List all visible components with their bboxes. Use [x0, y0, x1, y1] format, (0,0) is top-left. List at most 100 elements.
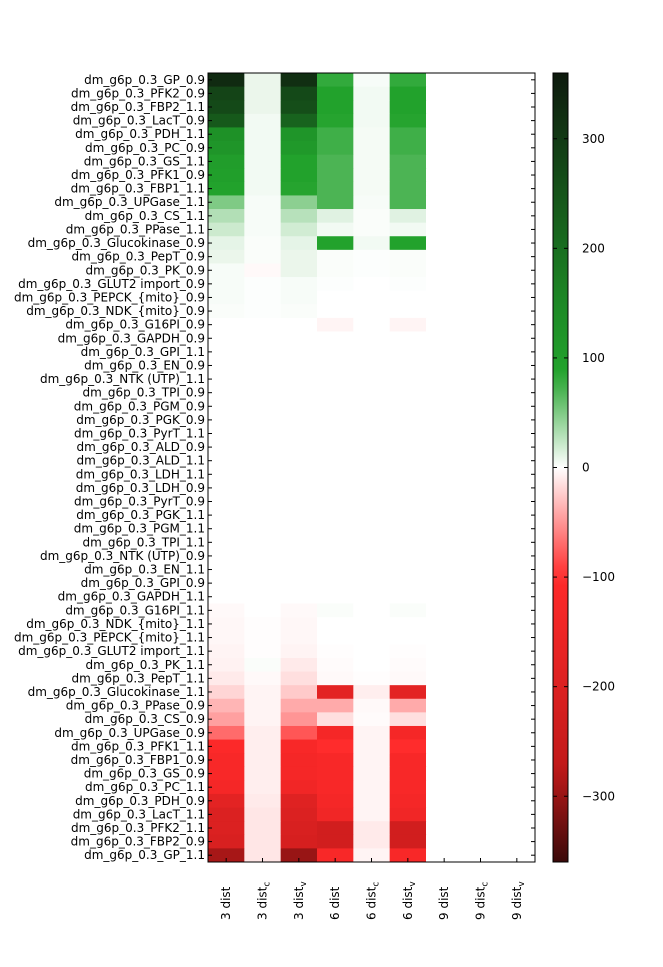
heatmap-cell: [389, 168, 427, 183]
heatmap-cell: [317, 249, 354, 264]
heatmap-cell: [208, 807, 245, 822]
heatmap-cell: [280, 426, 318, 441]
heatmap-cell: [280, 685, 318, 700]
heatmap-cell: [317, 766, 354, 781]
heatmap-cell: [426, 467, 463, 482]
heatmap-cell: [353, 685, 391, 700]
row-label: dm_g6p_0.3_PFK1_0.9: [71, 168, 205, 182]
colorbar: −300 −200 −100 0 100 200 300: [552, 72, 615, 863]
heatmap-cell: [498, 73, 536, 87]
heatmap-cell: [426, 576, 463, 591]
row-label: dm_g6p_0.3_PepT_0.9: [72, 250, 205, 264]
heatmap-cell: [317, 385, 354, 400]
row-label: dm_g6p_0.3_NTK (UTP)_1.1: [40, 372, 205, 386]
heatmap-cell: [353, 127, 391, 142]
heatmap-cell: [426, 331, 463, 346]
heatmap-cell: [426, 345, 463, 360]
row-label: dm_g6p_0.3_PC_0.9: [85, 141, 205, 155]
heatmap-cell: [462, 426, 500, 441]
heatmap-cell: [389, 195, 427, 210]
heatmap-cell: [462, 222, 500, 237]
heatmap-cell: [389, 141, 427, 156]
heatmap-cell: [353, 358, 391, 373]
heatmap-cell: [317, 467, 354, 482]
row-label: dm_g6p_0.3_Glucokinase_1.1: [28, 685, 205, 699]
heatmap-cell: [244, 780, 282, 795]
row-label: dm_g6p_0.3_UPGase_1.1: [54, 195, 205, 209]
heatmap-cell: [208, 725, 245, 740]
heatmap-cell: [208, 154, 245, 169]
heatmap-cell: [498, 657, 536, 672]
heatmap-cell: [280, 617, 318, 632]
heatmap-cell: [317, 372, 354, 387]
heatmap-cell: [498, 521, 536, 536]
heatmap-cell: [426, 236, 463, 251]
heatmap-cell: [244, 127, 282, 142]
heatmap-cell: [244, 848, 282, 863]
heatmap-cell: [353, 630, 391, 645]
heatmap-cell: [244, 549, 282, 564]
heatmap-cell: [498, 385, 536, 400]
heatmap-cell: [244, 154, 282, 169]
row-label: dm_g6p_0.3_PGM_0.9: [74, 399, 205, 413]
heatmap-cell: [244, 426, 282, 441]
heatmap-cell: [244, 739, 282, 754]
heatmap-cell: [462, 86, 500, 101]
heatmap-cell: [244, 249, 282, 264]
heatmap-cell: [426, 304, 463, 319]
heatmap-cell: [208, 685, 245, 700]
heatmap-cell: [462, 467, 500, 482]
heatmap-cell: [280, 263, 318, 278]
heatmap-cell: [426, 834, 463, 849]
heatmap-cell: [317, 331, 354, 346]
heatmap-cell: [244, 712, 282, 727]
heatmap-cell: [317, 685, 354, 700]
heatmap-cells: [208, 73, 536, 863]
heatmap-cell: [244, 263, 282, 278]
row-label: dm_g6p_0.3_PyrT_0.9: [74, 495, 205, 509]
heatmap-cell: [462, 630, 500, 645]
heatmap-cell: [389, 399, 427, 414]
heatmap-cell: [317, 617, 354, 632]
heatmap-cell: [280, 576, 318, 591]
heatmap-cell: [353, 576, 391, 591]
heatmap-cell: [498, 535, 536, 550]
heatmap-cell: [244, 73, 282, 87]
heatmap-cell: [462, 181, 500, 196]
heatmap-cell: [244, 617, 282, 632]
heatmap-cell: [462, 481, 500, 496]
row-label: dm_g6p_0.3_EN_1.1: [84, 563, 205, 577]
heatmap-cell: [280, 766, 318, 781]
heatmap-cell: [317, 440, 354, 455]
heatmap-cell: [353, 331, 391, 346]
heatmap-cell: [353, 453, 391, 468]
heatmap-cell: [280, 331, 318, 346]
heatmap-cell: [208, 385, 245, 400]
heatmap-cell: [426, 589, 463, 604]
heatmap-cell: [426, 168, 463, 183]
heatmap-cell: [462, 562, 500, 577]
heatmap-cell: [462, 290, 500, 305]
heatmap-cell: [208, 86, 245, 101]
heatmap-cell: [353, 481, 391, 496]
heatmap-cell: [462, 440, 500, 455]
heatmap-cell: [208, 562, 245, 577]
row-label: dm_g6p_0.3_PK_1.1: [86, 658, 205, 672]
heatmap-cell: [426, 562, 463, 577]
heatmap-cell: [462, 549, 500, 564]
heatmap-cell: [498, 141, 536, 156]
heatmap-cell: [426, 453, 463, 468]
heatmap-cell: [462, 195, 500, 210]
heatmap-cell: [462, 685, 500, 700]
heatmap-cell: [353, 277, 391, 292]
heatmap-cell: [498, 834, 536, 849]
heatmap-cell: [208, 426, 245, 441]
heatmap-cell: [244, 481, 282, 496]
heatmap-cell: [208, 521, 245, 536]
heatmap-cell: [462, 304, 500, 319]
heatmap-cell: [426, 685, 463, 700]
heatmap-cell: [426, 712, 463, 727]
heatmap-cell: [389, 793, 427, 808]
heatmap-cell: [389, 345, 427, 360]
heatmap-cell: [426, 249, 463, 264]
